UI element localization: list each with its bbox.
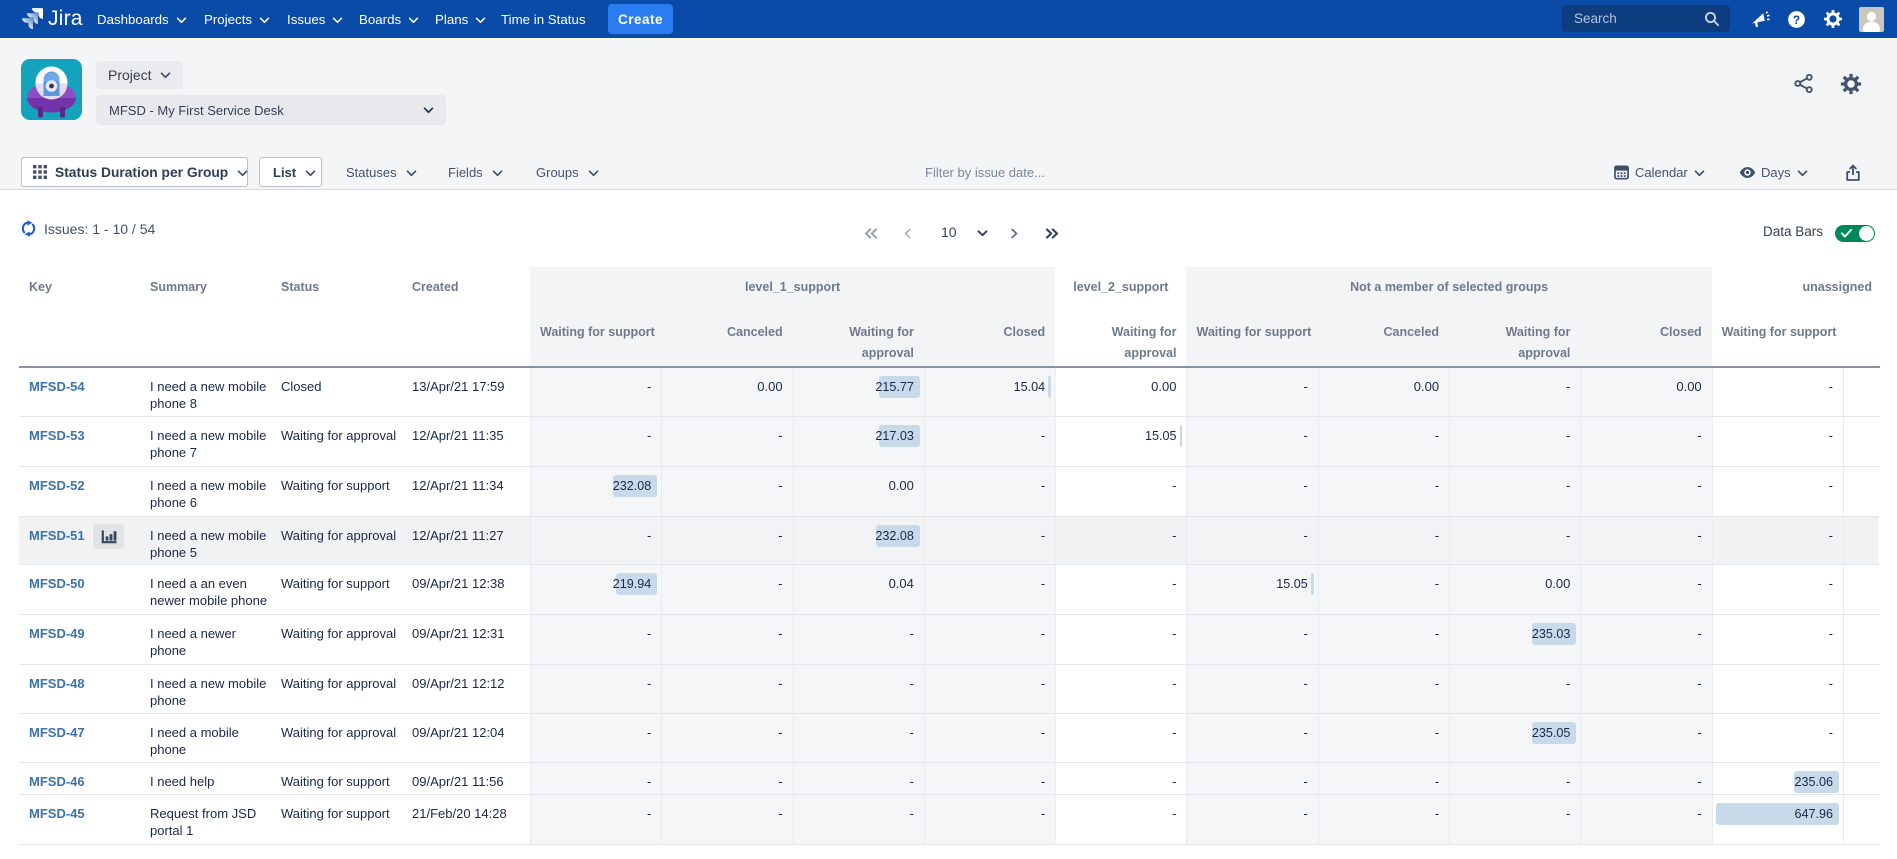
svg-text:?: ? <box>1792 12 1799 26</box>
